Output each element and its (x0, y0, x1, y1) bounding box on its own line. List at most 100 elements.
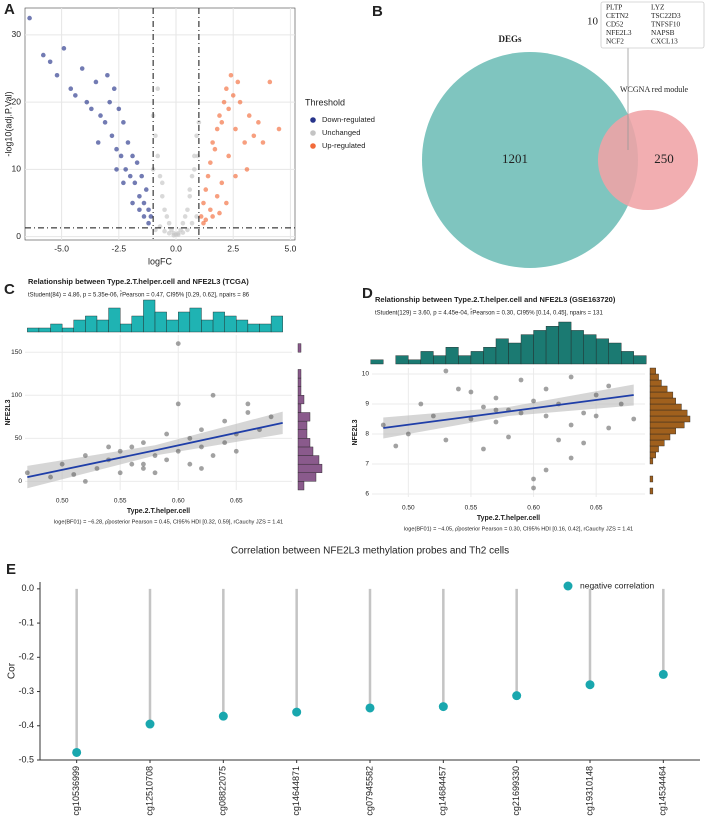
histogram-bar (73, 319, 86, 333)
point (143, 187, 149, 192)
y-axis-label: Cor (7, 662, 18, 679)
y-tick-label: 100 (11, 392, 22, 399)
legend-label: Down-regulated (322, 115, 375, 124)
point (267, 79, 273, 85)
histogram-bar (408, 359, 422, 365)
x-tick-label: -2.5 (111, 243, 126, 253)
gene-name: TNFSF10 (651, 20, 681, 29)
x-tick-label: 0.0 (170, 243, 182, 253)
point (130, 153, 135, 159)
histogram-bar (649, 409, 688, 417)
legend-swatch (310, 117, 316, 123)
y-tick-label: 10 (12, 164, 22, 174)
fit-line (27, 421, 283, 478)
point (185, 227, 190, 233)
point (543, 467, 549, 473)
histogram-bar (649, 427, 676, 435)
point (82, 478, 88, 484)
point (41, 52, 46, 58)
y-tick-label: -0.2 (18, 652, 34, 662)
point (102, 120, 108, 125)
point (127, 173, 133, 179)
histogram-bar (583, 334, 597, 365)
set-count: 250 (654, 151, 674, 166)
point (159, 180, 165, 186)
point (244, 167, 250, 172)
y-tick-label: 30 (12, 29, 22, 39)
point (84, 99, 90, 105)
point (276, 126, 282, 132)
histogram-bar (119, 323, 133, 333)
point (543, 413, 549, 419)
histogram-bar (520, 334, 534, 365)
point (98, 113, 103, 118)
chart-subtitle: tStudent(84) = 4.86, p = 5.35e-06, r̂Pea… (28, 291, 250, 298)
point (47, 59, 53, 65)
point (164, 431, 170, 437)
x-tick-label: cg14644871 (291, 766, 301, 816)
point (180, 230, 186, 235)
point (222, 418, 228, 424)
histogram-bar (495, 338, 509, 365)
histogram-bar (224, 315, 237, 333)
point (531, 398, 536, 404)
point (54, 72, 60, 78)
point (199, 444, 204, 450)
point (166, 230, 172, 236)
histogram-bar (166, 319, 179, 333)
point (107, 99, 112, 105)
point (481, 446, 486, 452)
histogram-bar (558, 321, 572, 365)
point (187, 435, 193, 441)
histogram-bar (508, 342, 522, 365)
histogram-bar (108, 307, 121, 333)
point (568, 422, 574, 428)
point (210, 453, 216, 458)
y-tick-label: -0.4 (18, 720, 34, 730)
histogram-bar (649, 403, 682, 411)
point (182, 214, 188, 219)
chart-title: Relationship between Type.2.T.helper.cel… (28, 277, 249, 286)
point (137, 193, 142, 199)
point (506, 434, 511, 440)
point (493, 395, 499, 401)
legend-title: Threshold (305, 97, 345, 107)
point (493, 407, 499, 413)
point (117, 448, 123, 454)
point (141, 466, 146, 471)
panel-label: A (4, 1, 15, 18)
histogram-bar (649, 451, 656, 459)
x-tick-label: 0.65 (590, 505, 603, 512)
point (443, 437, 449, 443)
point (208, 160, 213, 165)
point (242, 140, 247, 145)
histogram-bar (458, 355, 472, 365)
point (222, 440, 228, 446)
point (233, 448, 239, 454)
point (237, 99, 243, 105)
set-label: WCGNA red module (620, 85, 688, 94)
point (228, 72, 234, 78)
point (130, 200, 135, 206)
point (192, 153, 197, 159)
chart-subtitle: tStudent(129) = 3.60, p = 4.45e-04, r̂Pe… (375, 309, 603, 316)
histogram-bar (297, 377, 302, 387)
point (79, 66, 85, 71)
set-circle (597, 109, 699, 211)
point (146, 207, 151, 213)
point (194, 133, 199, 139)
point (581, 410, 587, 416)
legend-label: Up-regulated (322, 141, 365, 150)
point (593, 413, 599, 419)
x-tick-label: -5.0 (54, 243, 69, 253)
point (198, 214, 204, 219)
point (155, 86, 161, 91)
point (189, 220, 195, 226)
histogram-bar (649, 457, 654, 465)
panel-label: E (6, 561, 16, 578)
point (219, 180, 225, 186)
histogram-bar (259, 323, 272, 333)
point (199, 466, 204, 471)
point (171, 232, 177, 238)
